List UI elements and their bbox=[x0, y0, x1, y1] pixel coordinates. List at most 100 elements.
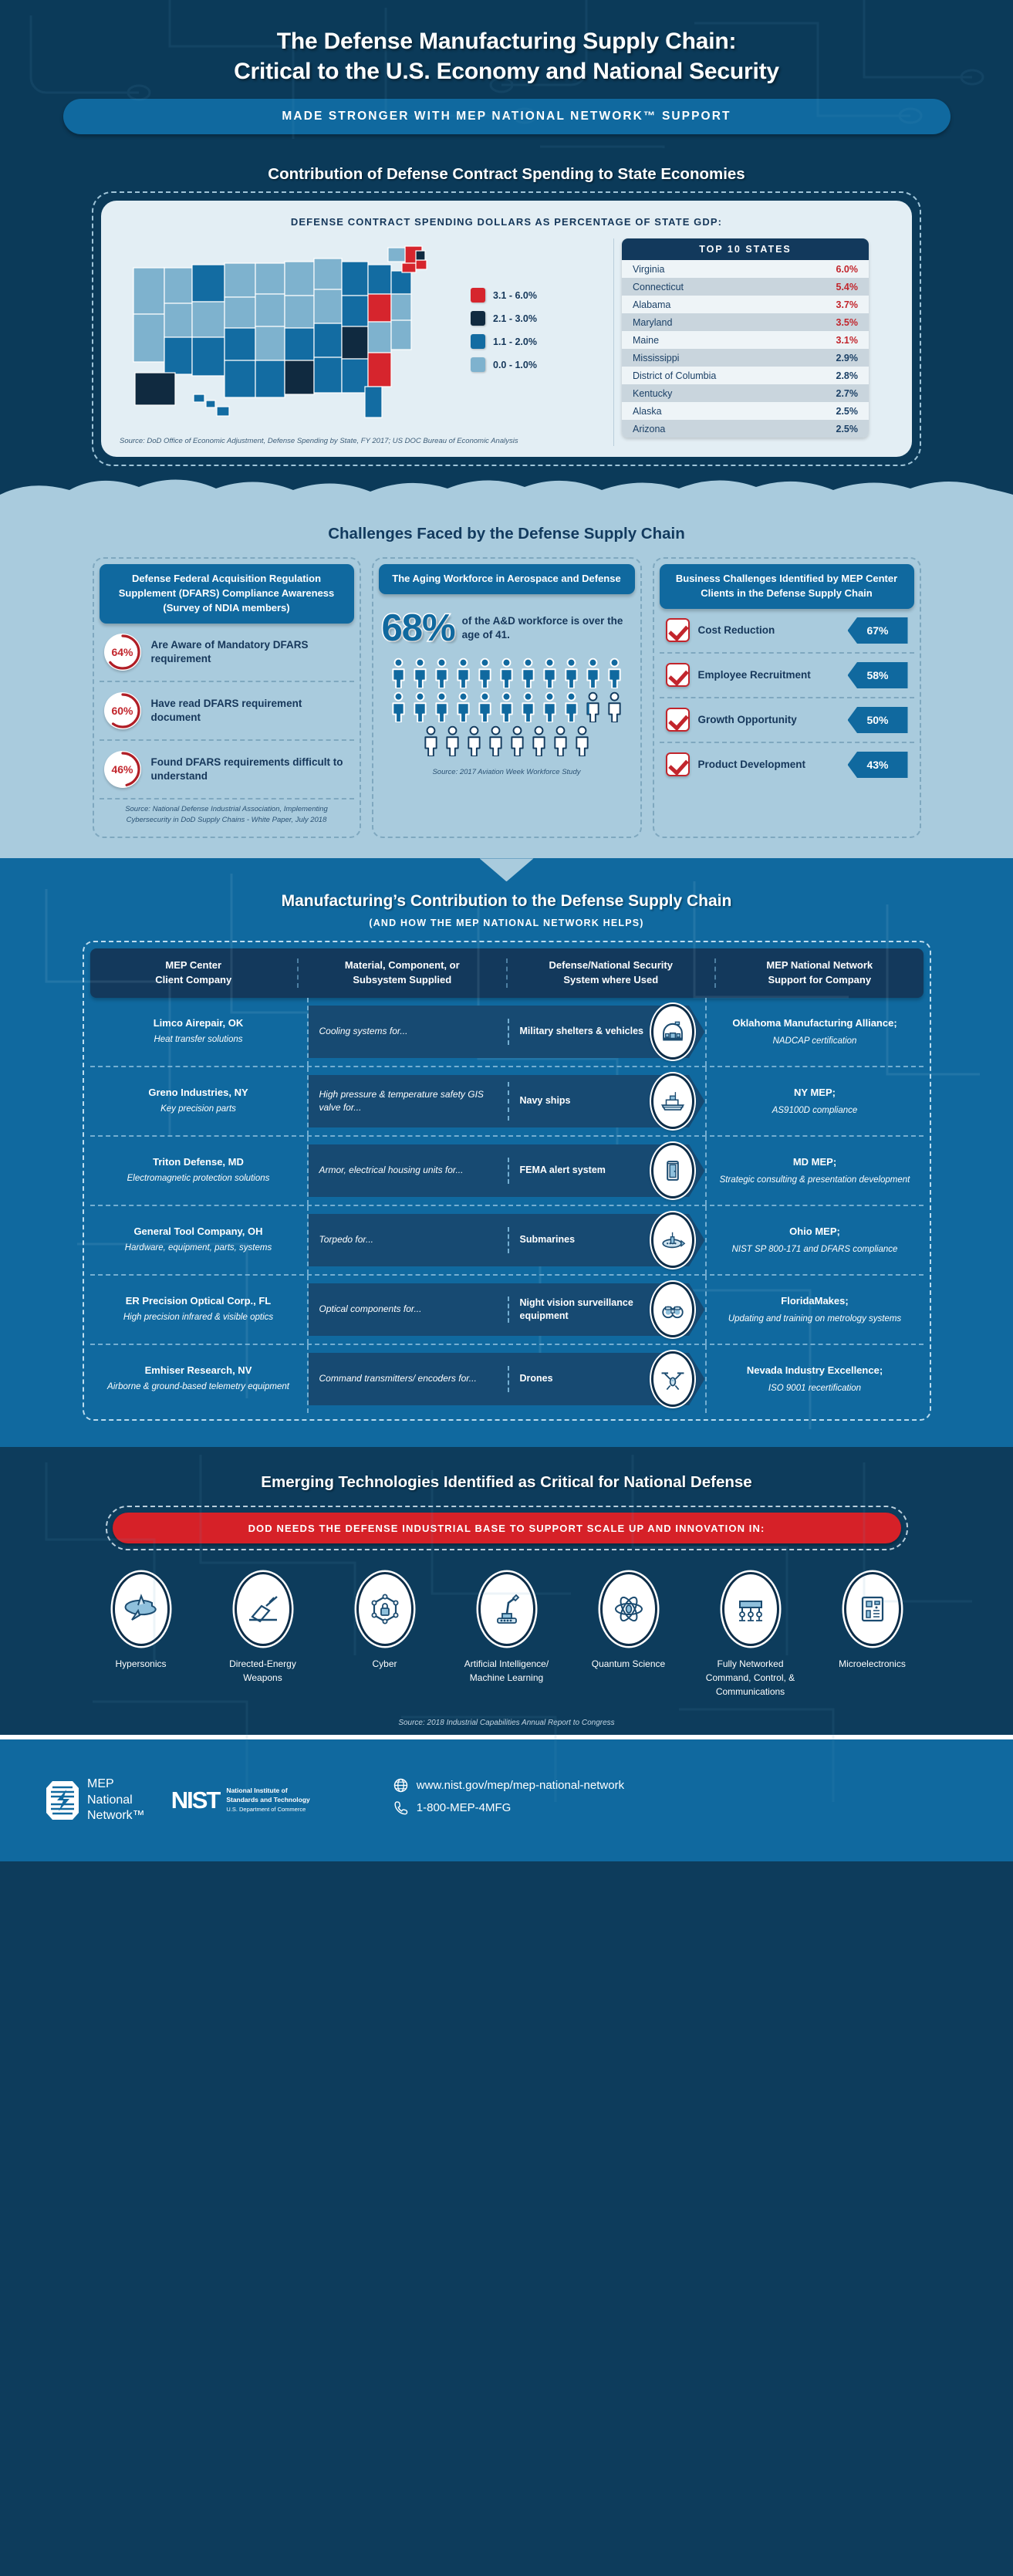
tech-label: Directed-Energy Weapons bbox=[229, 1658, 296, 1684]
red-callout-bar: DOD NEEDS THE DEFENSE INDUSTRIAL BASE TO… bbox=[112, 1513, 901, 1544]
state-name: Maine bbox=[633, 334, 660, 346]
mep-line-2: National bbox=[87, 1793, 133, 1807]
legend-label-3: 0.0 - 1.0% bbox=[493, 359, 537, 370]
cell-material-system: Cooling systems for... Military shelters… bbox=[308, 998, 705, 1066]
cell-support: Ohio MEP; NIST SP 800-171 and DFARS comp… bbox=[704, 1206, 924, 1275]
cell-company: General Tool Company, OH Hardware, equip… bbox=[90, 1206, 309, 1275]
tech-icon-row: Hypersonics Directed-Energy Weapons Cybe… bbox=[0, 1572, 1013, 1699]
footer: MEP National Network™ NIST National Inst… bbox=[0, 1739, 1013, 1862]
support-name: MD MEP; bbox=[792, 1156, 837, 1168]
tech-item-ai-ml: Artificial Intelligence/ Machine Learnin… bbox=[453, 1572, 561, 1699]
stat-label: Have read DFARS requirement document bbox=[150, 698, 302, 723]
phone-number: 1-800-MEP-4MFG bbox=[416, 1801, 512, 1815]
stat-label: Are Aware of Mandatory DFARS requirement bbox=[150, 639, 309, 664]
stat-row: 46% Found DFARS requirements difficult t… bbox=[99, 741, 354, 800]
arrow-band bbox=[308, 1075, 705, 1128]
material-text: High pressure & temperature safety GIS v… bbox=[309, 1081, 509, 1121]
company-desc: Heat transfer solutions bbox=[154, 1035, 243, 1045]
material-text: Command transmitters/ encoders for... bbox=[309, 1366, 509, 1392]
phone-link[interactable]: 1-800-MEP-4MFG bbox=[393, 1800, 624, 1815]
legend-item: 1.1 - 2.0% bbox=[471, 334, 537, 349]
table-row: Arizona 2.5% bbox=[622, 420, 869, 438]
state-value: 6.0% bbox=[836, 263, 859, 275]
table-header: TOP 10 STATES bbox=[622, 238, 869, 260]
hdr-line2: Client Company bbox=[155, 974, 232, 986]
hypersonic-missile-icon bbox=[112, 1572, 170, 1647]
legend-swatch-3 bbox=[471, 357, 485, 372]
system-text: Navy ships bbox=[519, 1095, 571, 1107]
title-line-2: Critical to the U.S. Economy and Nationa… bbox=[234, 59, 779, 84]
system-cell: Submarines bbox=[509, 1206, 705, 1274]
company-name: Triton Defense, MD bbox=[153, 1156, 244, 1168]
laser-weapon-icon bbox=[234, 1572, 292, 1647]
person-icon bbox=[565, 691, 578, 723]
cloud-divider bbox=[0, 472, 1013, 509]
cell-material-system: Optical components for... Night vision s… bbox=[308, 1276, 705, 1344]
person-icon-empty bbox=[424, 725, 437, 757]
support-name: Ohio MEP; bbox=[789, 1225, 840, 1238]
checklist-label: Cost Reduction bbox=[697, 624, 775, 637]
person-icon-empty bbox=[511, 725, 524, 757]
cell-support: Oklahoma Manufacturing Alliance; NADCAP … bbox=[704, 998, 924, 1067]
percent-badge: 58% bbox=[847, 661, 908, 688]
legend-swatch-2 bbox=[471, 334, 485, 349]
percent-badge: 50% bbox=[847, 706, 908, 733]
cell-company: ER Precision Optical Corp., FL High prec… bbox=[90, 1276, 309, 1344]
company-desc: High precision infrared & visible optics bbox=[123, 1313, 274, 1323]
support-desc: Updating and training on metrology syste… bbox=[728, 1313, 902, 1323]
person-icon bbox=[457, 658, 470, 689]
microchip-icon bbox=[843, 1572, 901, 1647]
company-name: Greno Industries, NY bbox=[148, 1087, 248, 1099]
person-icon bbox=[414, 691, 427, 723]
column-header-support: MEP National Network Support for Company bbox=[716, 958, 924, 988]
table-row: Kentucky 2.7% bbox=[622, 384, 869, 402]
donut-arc bbox=[104, 634, 140, 670]
company-desc: Key precision parts bbox=[160, 1104, 236, 1114]
column-header-material: Material, Component, or Subsystem Supplie… bbox=[299, 958, 508, 989]
checklist-label: Product Development bbox=[697, 759, 806, 771]
state-value: 3.1% bbox=[836, 334, 859, 346]
person-icon bbox=[457, 691, 470, 723]
title-line-1: The Defense Manufacturing Supply Chain: bbox=[276, 29, 737, 54]
table-row: District of Columbia 2.8% bbox=[622, 367, 869, 384]
person-icon bbox=[392, 691, 405, 723]
map-right-column: TOP 10 STATES Virginia 6.0% Connecticut 5.… bbox=[622, 235, 869, 438]
table-row: Greno Industries, NY Key precision parts… bbox=[89, 1067, 924, 1138]
supply-chain-section: Manufacturing’s Contribution to the Defe… bbox=[0, 858, 1013, 1448]
company-desc: Electromagnetic protection solutions bbox=[127, 1174, 270, 1184]
state-value: 2.7% bbox=[836, 387, 859, 399]
person-icon bbox=[500, 658, 513, 689]
legend-swatch-0 bbox=[471, 288, 485, 303]
person-icon bbox=[500, 691, 513, 723]
map-dashed-frame: DEFENSE CONTRACT SPENDING DOLLARS AS PER… bbox=[92, 191, 921, 467]
system-cell: Night vision surveillance equipment bbox=[509, 1276, 705, 1344]
map-card: DEFENSE CONTRACT SPENDING DOLLARS AS PER… bbox=[101, 201, 912, 458]
system-cell: Military shelters & vehicles bbox=[509, 998, 705, 1066]
cell-company: Limco Airepair, OK Heat transfer solutio… bbox=[90, 998, 309, 1067]
map-source: Source: DoD Office of Economic Adjustmen… bbox=[120, 437, 518, 445]
hdr-line1: Defense/National Security bbox=[549, 959, 673, 972]
company-name: Limco Airepair, OK bbox=[153, 1017, 244, 1029]
person-icon-empty bbox=[489, 725, 502, 757]
globe-icon bbox=[393, 1778, 408, 1793]
state-name: Arizona bbox=[633, 423, 666, 434]
support-desc: Strategic consulting & presentation deve… bbox=[719, 1175, 910, 1185]
material-text: Cooling systems for... bbox=[309, 1019, 509, 1045]
tech-label: Microelectronics bbox=[839, 1658, 906, 1670]
table-row: General Tool Company, OH Hardware, equip… bbox=[89, 1206, 924, 1276]
tech-item-hypersonics: Hypersonics bbox=[87, 1572, 195, 1699]
checkmark-icon bbox=[665, 618, 690, 643]
card-source: Source: National Defense Industrial Asso… bbox=[125, 804, 328, 824]
card-title: Defense Federal Acquisition Regulation S… bbox=[99, 564, 354, 624]
cell-support: NY MEP; AS9100D compliance bbox=[704, 1067, 924, 1136]
company-name: General Tool Company, OH bbox=[133, 1225, 263, 1238]
networked-command-icon bbox=[721, 1572, 779, 1647]
system-text: Military shelters & vehicles bbox=[519, 1026, 644, 1037]
challenges-section: Challenges Faced by the Defense Supply C… bbox=[0, 508, 1013, 859]
hdr-line2: Support for Company bbox=[768, 974, 872, 986]
website-link[interactable]: www.nist.gov/mep/mep-national-network bbox=[393, 1778, 624, 1793]
donut-value: 64% bbox=[111, 645, 133, 658]
phone-icon bbox=[394, 1801, 408, 1815]
tech-label: Fully Networked Command, Control, & Comm… bbox=[705, 1658, 795, 1698]
supply-subheading: (AND HOW THE MEP NATIONAL NETWORK HELPS) bbox=[369, 918, 644, 929]
